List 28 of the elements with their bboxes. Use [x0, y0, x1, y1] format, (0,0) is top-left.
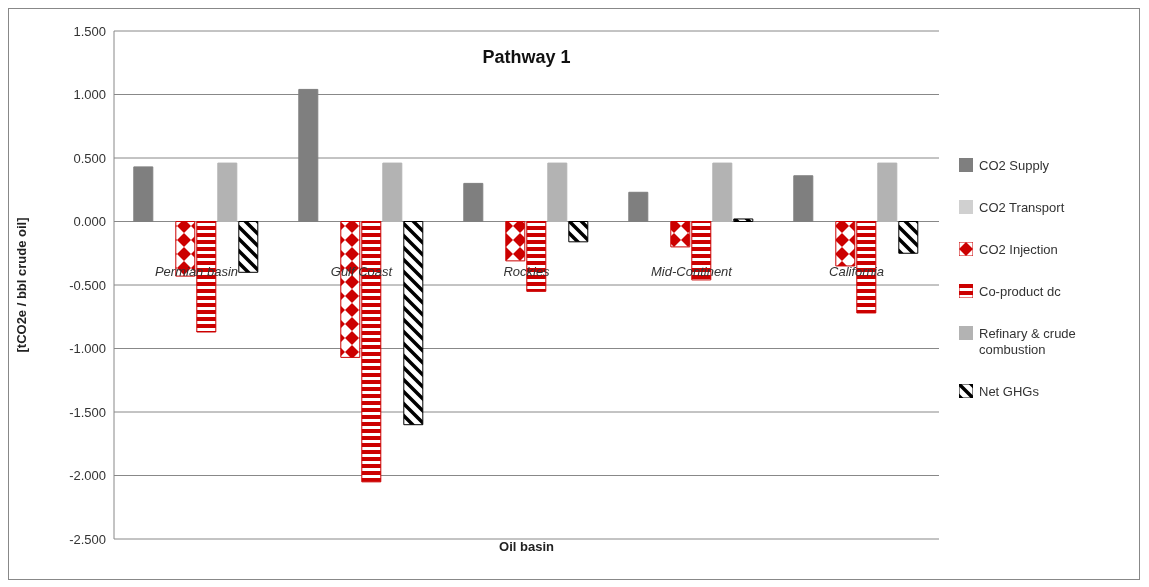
legend-label: CO2 Supply [979, 158, 1050, 174]
legend-label: Refinary & crude combustion [979, 326, 1077, 358]
text: Pathway 1 [481, 47, 572, 68]
y-tick-label: 1.500 [73, 23, 106, 39]
legend-label: Co-product dc [979, 284, 1061, 300]
y-tick-label: -1.500 [69, 404, 106, 420]
y-tick-label: 1.000 [73, 87, 106, 103]
y-tick-label: -1.000 [69, 341, 106, 357]
bar [547, 162, 568, 222]
y-axis-title: [tCO2e / bbl crude oil] [13, 217, 29, 353]
bar [382, 162, 403, 222]
bar [217, 162, 238, 222]
bar [712, 162, 733, 222]
legend-label: CO2 Transport [979, 200, 1065, 216]
legend-label: Net GHGs [979, 384, 1039, 400]
y-tick-label: -2.500 [69, 531, 106, 547]
y-tick-label: 0.500 [73, 150, 106, 166]
y-tick-label: -2.000 [69, 468, 106, 484]
bar [238, 221, 259, 273]
x-axis-title: Oil basin [498, 539, 555, 554]
bar [898, 221, 919, 254]
legend-label: CO2 Injection [979, 242, 1058, 258]
bar [568, 221, 589, 243]
bar [403, 221, 424, 426]
bar [733, 218, 754, 222]
bar [877, 162, 898, 222]
y-tick-label: 0.000 [73, 214, 106, 230]
y-tick-label: -0.500 [69, 277, 106, 293]
